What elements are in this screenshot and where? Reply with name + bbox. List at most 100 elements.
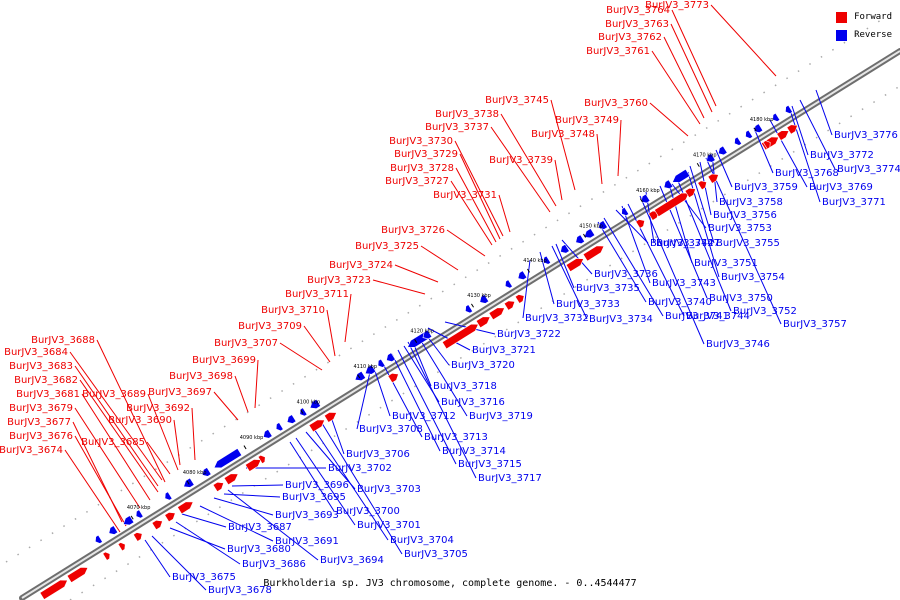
forward-gene [488, 307, 506, 321]
gene-label: BurJV3_3713 [424, 432, 488, 443]
scale-tick-mark [357, 374, 361, 379]
gene-label: BurJV3_3738 [435, 109, 499, 120]
reverse-gene [575, 234, 586, 245]
gene-label: BurJV3_3678 [208, 585, 272, 596]
leader-line [319, 419, 403, 555]
leader-line [213, 497, 274, 516]
reverse-gene [621, 206, 630, 217]
gene-label: BurJV3_3686 [242, 559, 306, 570]
gene-label: BurJV3_3740 [648, 297, 712, 308]
gene-label: BurJV3_3736 [594, 269, 658, 280]
forward-gene [635, 219, 646, 229]
gene-label: BurJV3_3688 [31, 335, 95, 346]
leader-line [326, 309, 336, 357]
leader-line [459, 153, 501, 240]
gene-label: BurJV3_3753 [708, 223, 772, 234]
legend-item-reverse: Reverse [836, 26, 892, 44]
leader-line [74, 435, 127, 527]
leader-line [667, 179, 693, 264]
reverse-gene [504, 279, 513, 289]
scale-tick-label: 4140 kbp [523, 258, 547, 264]
leader-line [663, 36, 705, 119]
forward-gene-labels: BurJV3_3674 BurJV3_3676 BurJV3_3677 BurJV3_… [0, 0, 709, 456]
gene-label: BurJV3_3762 [598, 32, 662, 43]
reverse-gene [377, 358, 386, 368]
scale-tick-label: 4170 kbp [693, 152, 717, 158]
leader-line [411, 339, 432, 387]
leader-line [69, 351, 163, 481]
gene-label: BurJV3_3750 [709, 293, 773, 304]
label-leader-lines [64, 4, 836, 591]
gene-label: BurJV3_3727 [385, 176, 449, 187]
leader-line [356, 371, 371, 430]
gene-label: BurJV3_3730 [389, 136, 453, 147]
leader-line [420, 245, 459, 271]
forward-gene [223, 473, 239, 486]
reverse-gene [122, 515, 135, 526]
leader-line [64, 449, 121, 533]
leader-line [705, 157, 782, 325]
gene-label: BurJV3_3763 [605, 19, 669, 30]
forward-gene [514, 294, 525, 304]
gene-label: BurJV3_3701 [357, 520, 421, 531]
reverse-gene [135, 509, 144, 519]
scale-tick-mark [696, 162, 700, 167]
scale-tick-mark [753, 127, 757, 132]
legend-label-reverse: Reverse [854, 30, 892, 40]
reverse-gene [164, 491, 173, 501]
scale-tick-label: 4070 kbp [127, 505, 151, 511]
gene-label: BurJV3_3718 [433, 381, 497, 392]
scale-tick-label: 4100 kbp [297, 399, 321, 405]
gene-label: BurJV3_3735 [576, 283, 640, 294]
gene-label: BurJV3_3708 [359, 424, 423, 435]
gene-label: BurJV3_3768 [775, 168, 839, 179]
forward-gene [654, 192, 690, 218]
gene-label: BurJV3_3704 [390, 535, 454, 546]
gene-label: BurJV3_3706 [346, 449, 410, 460]
leader-line [373, 367, 391, 417]
gene-label: BurJV3_3723 [307, 275, 371, 286]
dotted-guide-outer [5, 11, 895, 563]
legend-swatch-forward [836, 11, 848, 23]
legend: Forward Reverse [836, 8, 892, 44]
gene-label: BurJV3_3721 [472, 345, 536, 356]
leader-line [651, 50, 701, 125]
scale-tick-mark [583, 233, 587, 238]
forward-gene [707, 173, 719, 184]
leader-line [146, 441, 171, 475]
forward-gene [684, 187, 696, 199]
leader-line [550, 99, 576, 191]
forward-gene [441, 323, 479, 350]
reverse-gene [772, 112, 781, 122]
gene-label: BurJV3_3725 [355, 241, 419, 252]
gene-label: BurJV3_3698 [169, 371, 233, 382]
gene-label: BurJV3_3691 [275, 536, 339, 547]
legend-swatch-reverse [836, 29, 848, 41]
gene-label: BurJV3_3703 [357, 484, 421, 495]
leader-line [455, 167, 497, 243]
forward-gene [39, 579, 68, 600]
leader-line [74, 365, 159, 487]
gene-label: BurJV3_3760 [584, 98, 648, 109]
forward-gene [475, 316, 491, 329]
gene-label: BurJV3_3712 [392, 411, 456, 422]
gene-label: BurJV3_3746 [706, 339, 770, 350]
scale-tick-label: 4080 kbp [183, 470, 207, 476]
reverse-gene [479, 294, 490, 304]
leader-line [454, 140, 504, 237]
gene-label: BurJV3_3745 [485, 95, 549, 106]
leader-line [446, 229, 486, 257]
gene-label: BurJV3_3754 [721, 272, 785, 283]
gene-label: BurJV3_3726 [381, 225, 445, 236]
gene-label: BurJV3_3722 [497, 329, 561, 340]
gene-label: BurJV3_3696 [285, 480, 349, 491]
map-caption: Burkholderia sp. JV3 chromosome, complet… [263, 578, 637, 589]
reverse-gene [517, 270, 528, 280]
gene-label: BurJV3_3741 [665, 311, 729, 322]
reverse-gene [213, 448, 243, 469]
forward-gene [177, 501, 194, 515]
scale-tick-mark [243, 445, 247, 450]
gene-label: BurJV3_3677 [7, 417, 71, 428]
reverse-gene [785, 104, 793, 114]
